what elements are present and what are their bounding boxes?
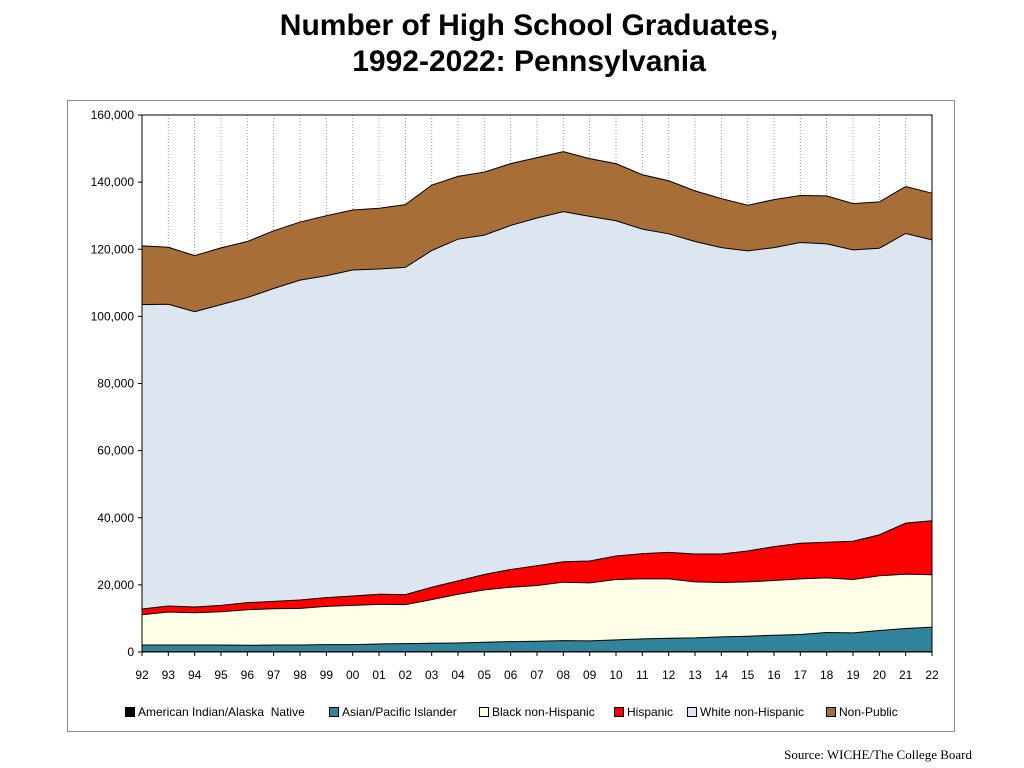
y-tick-label: 20,000 (97, 578, 134, 592)
area-outline-non-public (141, 151, 933, 257)
y-tick-label: 40,000 (97, 511, 134, 525)
area-hispanic (142, 520, 932, 615)
legend-swatch-black-non-hispanic (479, 707, 489, 717)
x-tick-label: 20 (873, 668, 887, 682)
source-note: Source: WICHE/The College Board (784, 747, 972, 762)
x-tick-label: 00 (346, 668, 360, 682)
area-white-non-hispanic (142, 211, 932, 610)
x-tick-label: 22 (925, 668, 939, 682)
y-tick-label: 140,000 (91, 175, 135, 189)
chart-title-line-2: 1992-2022: Pennsylvania (352, 45, 706, 78)
chart-title-line-1: Number of High School Graduates, (279, 9, 779, 42)
x-tick-label: 19 (846, 668, 860, 682)
legend-label-american-indian-alaska-native: American Indian/Alaska Native (138, 705, 305, 719)
area-outline-black-non-hispanic (141, 573, 933, 616)
legend-label-asian-pacific-islander: Asian/Pacific Islander (342, 705, 457, 719)
x-tick-label: 01 (372, 668, 386, 682)
legend-swatch-white-non-hispanic (687, 707, 697, 717)
legend-swatch-hispanic (614, 707, 624, 717)
legend-item-american-indian-alaska-native: American Indian/Alaska Native (125, 703, 305, 721)
x-tick-label: 12 (662, 668, 676, 682)
x-tick-label: 92 (135, 668, 149, 682)
x-tick-label: 98 (293, 668, 307, 682)
y-tick-label: 100,000 (91, 309, 135, 323)
x-tick-label: 93 (162, 668, 176, 682)
legend-swatch-american-indian-alaska-native (125, 707, 135, 717)
legend-label-white-non-hispanic: White non-Hispanic (700, 705, 805, 719)
x-tick-label: 11 (636, 668, 649, 682)
x-tick-label: 18 (820, 668, 834, 682)
legend-swatch-non-public (826, 707, 836, 717)
legend-item-asian-pacific-islander: Asian/Pacific Islander (329, 703, 457, 721)
y-tick-label: 60,000 (97, 444, 134, 458)
x-tick-label: 17 (794, 668, 808, 682)
area-asian-pacific-islander (142, 627, 932, 652)
legend-item-white-non-hispanic: White non-Hispanic (687, 703, 804, 721)
x-tick-label: 13 (688, 668, 702, 682)
y-tick-label: 120,000 (91, 242, 135, 256)
y-tick-label: 80,000 (97, 377, 134, 391)
x-tick-label: 02 (399, 668, 413, 682)
x-tick-label: 03 (425, 668, 439, 682)
legend-item-non-public: Non-Public (826, 703, 898, 721)
x-tick-label: 05 (478, 668, 492, 682)
area-black-non-hispanic (142, 574, 932, 646)
chart-title: Number of High School Graduates, 1992-20… (0, 8, 1024, 80)
x-tick-label: 14 (715, 668, 729, 682)
legend-item-hispanic: Hispanic (614, 703, 673, 721)
x-tick-label: 10 (609, 668, 623, 682)
chart-legend: American Indian/Alaska Native Asian/Pacif… (0, 703, 1024, 721)
area-outline-white-non-hispanic (141, 211, 933, 313)
x-tick-label: 95 (214, 668, 228, 682)
x-tick-label: 08 (557, 668, 571, 682)
x-tick-label: 09 (583, 668, 597, 682)
x-tick-label: 07 (530, 668, 544, 682)
x-tick-label: 21 (899, 668, 913, 682)
y-tick-label: 160,000 (91, 108, 135, 122)
x-tick-label: 97 (267, 668, 281, 682)
y-tick-label: 0 (127, 645, 134, 659)
x-tick-label: 94 (188, 668, 202, 682)
x-tick-label: 15 (741, 668, 755, 682)
legend-item-black-non-hispanic: Black non-Hispanic (479, 703, 595, 721)
area-outline-asian-pacific-islander (142, 626, 933, 646)
x-tick-label: 04 (451, 668, 465, 682)
area-non-public (142, 151, 932, 312)
legend-label-black-non-hispanic: Black non-Hispanic (492, 705, 595, 719)
legend-swatch-asian-pacific-islander (329, 707, 339, 717)
x-tick-label: 96 (241, 668, 255, 682)
x-tick-label: 06 (504, 668, 518, 682)
x-tick-label: 99 (320, 668, 334, 682)
legend-label-hispanic: Hispanic (627, 705, 674, 719)
legend-label-non-public: Non-Public (839, 705, 898, 719)
area-outline-hispanic (141, 520, 933, 610)
x-tick-label: 16 (767, 668, 781, 682)
